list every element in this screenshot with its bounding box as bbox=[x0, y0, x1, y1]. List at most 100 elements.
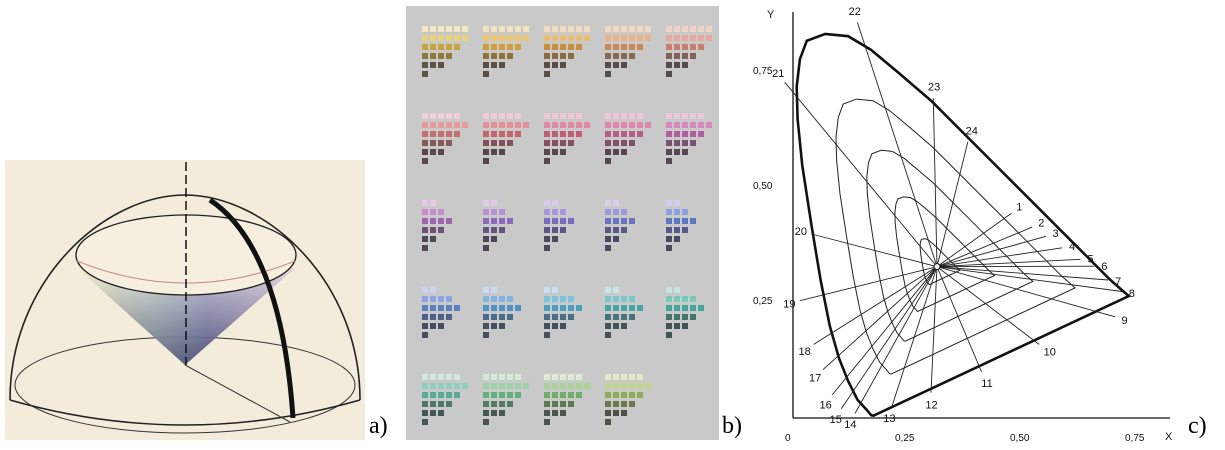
color-swatch bbox=[438, 44, 444, 50]
color-swatch bbox=[544, 236, 550, 242]
color-swatch bbox=[690, 26, 696, 32]
color-swatch bbox=[544, 149, 550, 155]
color-swatch bbox=[605, 131, 611, 137]
color-swatch bbox=[544, 374, 550, 380]
color-swatch bbox=[499, 140, 505, 146]
color-swatch bbox=[499, 149, 505, 155]
color-swatch bbox=[698, 35, 704, 41]
color-swatch bbox=[430, 200, 436, 206]
color-swatch bbox=[430, 236, 436, 242]
color-swatch bbox=[621, 374, 627, 380]
hue-line bbox=[936, 226, 1033, 268]
color-swatch bbox=[454, 122, 460, 128]
hue-line bbox=[936, 235, 1047, 268]
color-swatch bbox=[666, 305, 672, 311]
color-swatch bbox=[666, 71, 672, 77]
color-swatch bbox=[438, 305, 444, 311]
color-swatch bbox=[605, 227, 611, 233]
color-swatch bbox=[645, 26, 651, 32]
color-swatch bbox=[682, 62, 688, 68]
color-swatch bbox=[690, 53, 696, 59]
y-tick-0-50: 0,50 bbox=[753, 181, 773, 192]
color-swatch bbox=[462, 383, 468, 389]
inner-cone-shading bbox=[77, 268, 295, 365]
color-swatch bbox=[552, 296, 558, 302]
color-swatch bbox=[544, 314, 550, 320]
color-swatch bbox=[507, 53, 513, 59]
x-tick-0-50: 0,50 bbox=[1010, 433, 1030, 444]
y-axis-label: Y bbox=[767, 9, 775, 21]
color-swatch bbox=[560, 44, 566, 50]
color-swatch bbox=[422, 122, 428, 128]
swatch-page bbox=[422, 287, 460, 338]
color-swatch bbox=[698, 44, 704, 50]
hue-number-label: 23 bbox=[928, 81, 940, 93]
color-swatch bbox=[446, 392, 452, 398]
color-swatch bbox=[568, 53, 574, 59]
color-swatch bbox=[544, 53, 550, 59]
swatch-page bbox=[666, 113, 712, 164]
white-point bbox=[933, 263, 941, 271]
color-swatch bbox=[438, 62, 444, 68]
color-swatch bbox=[499, 401, 505, 407]
chromaticity-diagram: 1 2 3 4 5 6 7 8 9 10 11 12 13 14 15 16 17 18 19 20 21 22 23 24 … bbox=[745, 0, 1220, 450]
color-swatch bbox=[605, 419, 611, 425]
color-swatch bbox=[430, 35, 436, 41]
swatch-page bbox=[422, 26, 468, 77]
color-swatch bbox=[544, 323, 550, 329]
color-swatch bbox=[629, 53, 635, 59]
color-swatch bbox=[576, 305, 582, 311]
color-swatch bbox=[613, 200, 619, 206]
hue-number-label: 14 bbox=[844, 419, 856, 431]
color-swatch bbox=[462, 122, 468, 128]
color-swatch bbox=[483, 314, 489, 320]
color-swatch bbox=[544, 392, 550, 398]
color-swatch bbox=[666, 149, 672, 155]
color-swatch bbox=[483, 26, 489, 32]
color-swatch bbox=[560, 383, 566, 389]
color-swatch bbox=[674, 314, 680, 320]
color-swatch bbox=[430, 401, 436, 407]
swatch-page bbox=[605, 26, 651, 77]
color-swatch bbox=[568, 401, 574, 407]
color-swatch bbox=[438, 374, 444, 380]
color-swatch bbox=[446, 131, 452, 137]
color-swatch bbox=[483, 209, 489, 215]
color-swatch bbox=[422, 149, 428, 155]
color-swatch bbox=[613, 392, 619, 398]
color-swatch bbox=[544, 122, 550, 128]
color-swatch bbox=[706, 122, 712, 128]
color-swatch bbox=[605, 305, 611, 311]
color-swatch bbox=[422, 305, 428, 311]
color-swatch bbox=[645, 35, 651, 41]
color-swatch bbox=[483, 296, 489, 302]
x-tick-0-75: 0,75 bbox=[1125, 433, 1145, 444]
color-swatch bbox=[491, 200, 497, 206]
color-swatch bbox=[682, 26, 688, 32]
color-swatch bbox=[507, 35, 513, 41]
color-swatch bbox=[666, 218, 672, 224]
hue-number-label: 11 bbox=[981, 378, 992, 390]
color-swatch bbox=[544, 26, 550, 32]
color-swatch bbox=[446, 53, 452, 59]
color-swatch bbox=[613, 287, 619, 293]
color-swatch bbox=[446, 383, 452, 389]
color-swatch bbox=[629, 314, 635, 320]
color-swatch bbox=[483, 374, 489, 380]
swatch-page bbox=[483, 113, 529, 164]
color-swatch bbox=[568, 218, 574, 224]
color-swatch bbox=[605, 44, 611, 50]
color-swatch bbox=[483, 383, 489, 389]
color-swatch bbox=[552, 374, 558, 380]
color-swatch bbox=[576, 44, 582, 50]
color-swatch bbox=[674, 305, 680, 311]
color-swatch bbox=[422, 401, 428, 407]
swatch-page bbox=[666, 26, 712, 77]
color-swatch bbox=[491, 392, 497, 398]
swatch-page bbox=[483, 287, 521, 338]
color-swatch bbox=[491, 296, 497, 302]
color-swatch bbox=[674, 35, 680, 41]
color-swatch bbox=[544, 227, 550, 233]
color-swatch bbox=[544, 410, 550, 416]
color-swatch bbox=[690, 305, 696, 311]
